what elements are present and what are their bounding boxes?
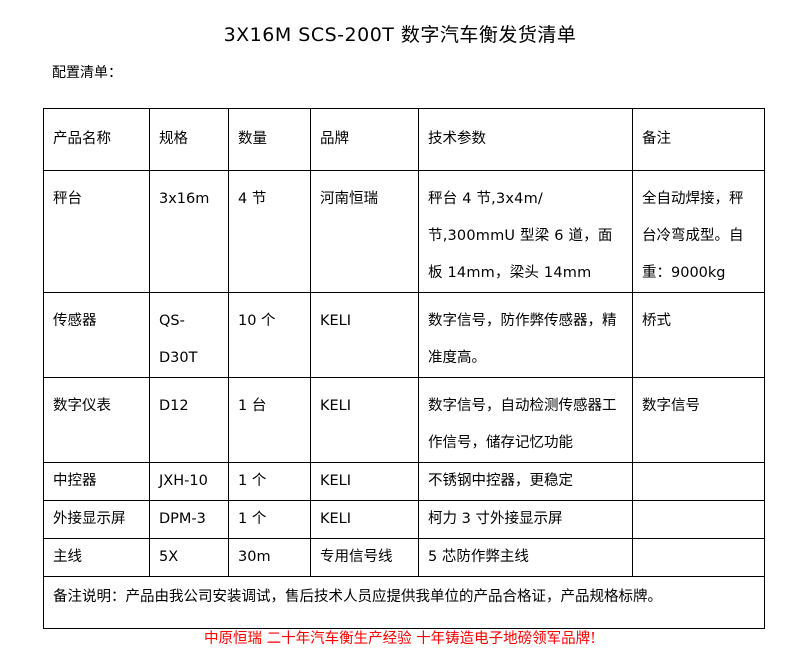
- note-row: 备注说明：产品由我公司安装调试，售后技术人员应提供我单位的产品合格证，产品规格标…: [43, 576, 765, 629]
- document-title: 3X16M SCS-200T 数字汽车衡发货清单: [223, 24, 577, 46]
- table-row: 中控器 JXH-10 1 个 KELI 不锈钢中控器，更稳定: [43, 462, 765, 501]
- table-cell: 数字仪表: [43, 377, 150, 463]
- table-cell: KELI: [310, 292, 419, 378]
- table-cell: 1 个: [228, 500, 311, 539]
- table-cell: 秤台: [43, 170, 150, 293]
- table-cell: 主线: [43, 538, 150, 577]
- table-cell: KELI: [310, 500, 419, 539]
- table-cell: 1 台: [228, 377, 311, 463]
- table-cell: [632, 462, 765, 501]
- table-cell: 数字信号，自动检测传感器工作信号，储存记忆功能: [418, 377, 633, 463]
- header-cell: 品牌: [310, 108, 419, 171]
- table-cell: 中控器: [43, 462, 150, 501]
- table-cell: 数字信号: [632, 377, 765, 463]
- table-cell: KELI: [310, 462, 419, 501]
- table-cell: 5 芯防作弊主线: [418, 538, 633, 577]
- shipping-list-table: 产品名称 规格 数量 品牌 技术参数 备注 秤台 3x16m 4 节 河南恒瑞 …: [43, 108, 765, 629]
- note-cell: 备注说明：产品由我公司安装调试，售后技术人员应提供我单位的产品合格证，产品规格标…: [43, 576, 765, 629]
- header-cell: 规格: [149, 108, 229, 171]
- table-cell: QS-D30T: [149, 292, 229, 378]
- table-cell: KELI: [310, 377, 419, 463]
- table-cell: DPM-3: [149, 500, 229, 539]
- table-cell: 河南恒瑞: [310, 170, 419, 293]
- table-row: 传感器 QS-D30T 10 个 KELI 数字信号，防作弊传感器，精准度高。 …: [43, 292, 765, 378]
- header-cell: 产品名称: [43, 108, 150, 171]
- table-cell: [632, 538, 765, 577]
- table-cell: [632, 500, 765, 539]
- table-row: 秤台 3x16m 4 节 河南恒瑞 秤台 4 节,3x4m/节,300mmU 型…: [43, 170, 765, 293]
- table-cell: 桥式: [632, 292, 765, 378]
- table-cell: 10 个: [228, 292, 311, 378]
- table-row: 主线 5X 30m 专用信号线 5 芯防作弊主线: [43, 538, 765, 577]
- table-cell: 30m: [228, 538, 311, 577]
- table-cell: 4 节: [228, 170, 311, 293]
- header-cell: 数量: [228, 108, 311, 171]
- header-cell: 备注: [632, 108, 765, 171]
- config-list-label: 配置清单：: [52, 65, 122, 81]
- table-cell: 传感器: [43, 292, 150, 378]
- table-row: 外接显示屏 DPM-3 1 个 KELI 柯力 3 寸外接显示屏: [43, 500, 765, 539]
- table-cell: 外接显示屏: [43, 500, 150, 539]
- table-row: 数字仪表 D12 1 台 KELI 数字信号，自动检测传感器工作信号，储存记忆功…: [43, 377, 765, 463]
- table-cell: 3x16m: [149, 170, 229, 293]
- table-cell: JXH-10: [149, 462, 229, 501]
- table-cell: 专用信号线: [310, 538, 419, 577]
- table-cell: 全自动焊接，秤台冷弯成型。自重：9000kg: [632, 170, 765, 293]
- table-cell: 数字信号，防作弊传感器，精准度高。: [418, 292, 633, 378]
- table-cell: 不锈钢中控器，更稳定: [418, 462, 633, 501]
- table-cell: D12: [149, 377, 229, 463]
- header-cell: 技术参数: [418, 108, 633, 171]
- table-cell: 5X: [149, 538, 229, 577]
- table-header-row: 产品名称 规格 数量 品牌 技术参数 备注: [43, 108, 765, 171]
- company-slogan: 中原恒瑞 二十年汽车衡生产经验 十年铸造电子地磅领军品牌!: [203, 631, 597, 647]
- table-cell: 柯力 3 寸外接显示屏: [418, 500, 633, 539]
- table-cell: 秤台 4 节,3x4m/节,300mmU 型梁 6 道，面板 14mm，梁头 1…: [418, 170, 633, 293]
- table-cell: 1 个: [228, 462, 311, 501]
